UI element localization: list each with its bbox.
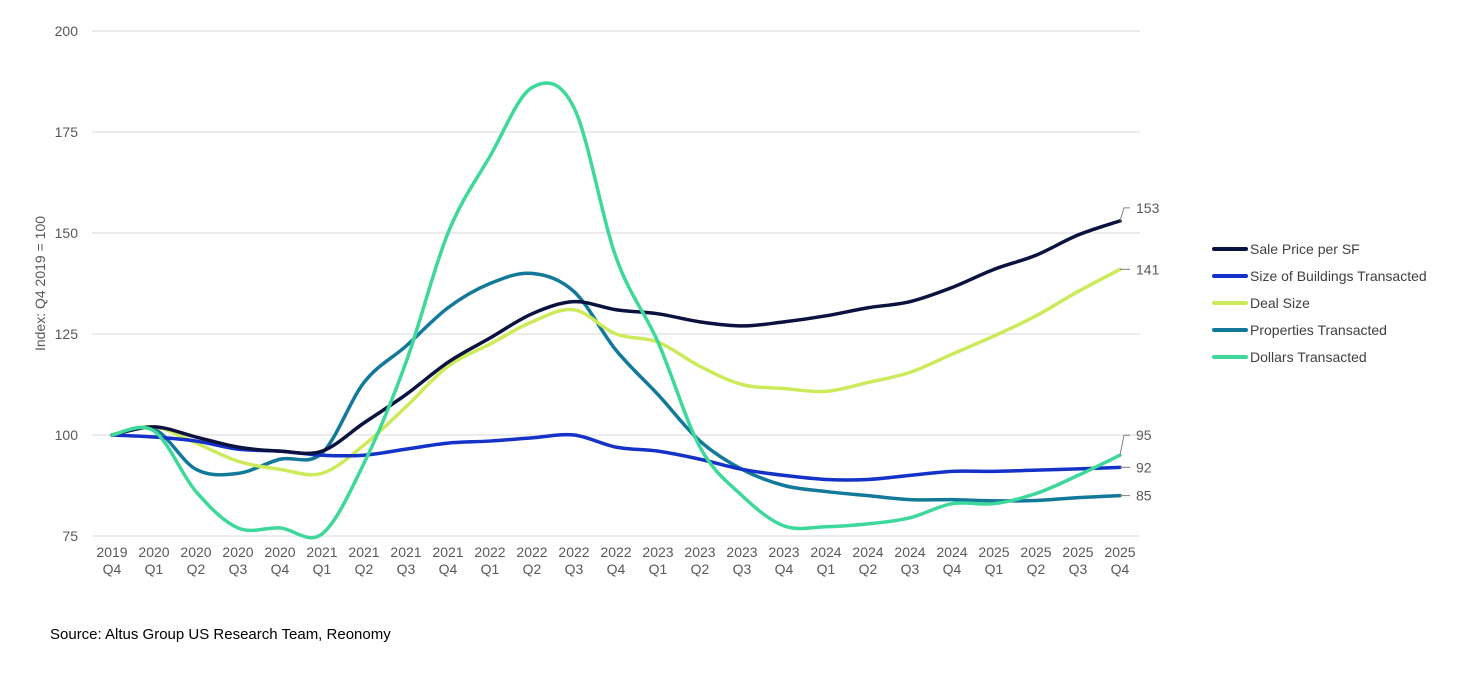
y-tick-label: 175 — [55, 124, 79, 140]
data-label: 85 — [1136, 488, 1152, 504]
x-tick-label: 2020 Q1 — [138, 544, 169, 577]
data-label-leader — [1119, 434, 1130, 456]
x-tick-label: 2024 Q1 — [810, 544, 841, 577]
legend-label: Dollars Transacted — [1250, 348, 1367, 365]
x-tick-label: 2022 Q2 — [516, 544, 547, 577]
y-tick-label: 200 — [55, 23, 79, 39]
x-tick-label: 2024 Q3 — [894, 544, 925, 577]
legend-label: Sale Price per SF — [1250, 240, 1360, 257]
x-tick-label: 2025 Q3 — [1062, 544, 1093, 577]
data-label: 95 — [1136, 427, 1152, 443]
x-tick-label: 2022 Q3 — [558, 544, 589, 577]
x-tick-label: 2023 Q1 — [642, 544, 673, 577]
x-tick-label: 2020 Q3 — [222, 544, 253, 577]
x-tick-label: 2020 Q4 — [264, 544, 295, 577]
x-tick-label: 2021 Q4 — [432, 544, 463, 577]
legend-item: Deal Size — [1212, 289, 1427, 316]
legend-item: Size of Buildings Transacted — [1212, 262, 1427, 289]
y-tick-label: 100 — [55, 427, 79, 443]
legend-label: Properties Transacted — [1250, 321, 1387, 338]
data-label: 141 — [1136, 261, 1160, 277]
x-tick-label: 2023 Q2 — [684, 544, 715, 577]
series-line-dollars-transacted — [110, 81, 1122, 540]
x-tick-label: 2025 Q2 — [1020, 544, 1051, 577]
legend-swatch — [1212, 354, 1248, 359]
x-tick-label: 2022 Q1 — [474, 544, 505, 577]
x-tick-label: 2024 Q2 — [852, 544, 883, 577]
legend-swatch — [1212, 273, 1248, 278]
y-tick-label: 125 — [55, 326, 79, 342]
x-tick-label: 2021 Q2 — [348, 544, 379, 577]
y-tick-label: 75 — [62, 528, 78, 544]
x-tick-label: 2019 Q4 — [96, 544, 127, 577]
x-tick-label: 2025 Q1 — [978, 544, 1009, 577]
y-tick-label: 150 — [55, 225, 79, 241]
legend-label: Size of Buildings Transacted — [1250, 267, 1427, 284]
legend-item: Properties Transacted — [1212, 316, 1427, 343]
x-tick-label: 2024 Q4 — [936, 544, 967, 577]
x-tick-label: 2021 Q3 — [390, 544, 421, 577]
series-line-size-of-buildings-transacted — [110, 432, 1122, 482]
legend-swatch — [1212, 327, 1248, 332]
source-note: Source: Altus Group US Research Team, Re… — [50, 626, 391, 643]
x-tick-label: 2025 Q4 — [1104, 544, 1135, 577]
legend-item: Dollars Transacted — [1212, 343, 1427, 370]
x-tick-label: 2021 Q1 — [306, 544, 337, 577]
legend-label: Deal Size — [1250, 294, 1310, 311]
legend-swatch — [1212, 300, 1248, 305]
legend-swatch — [1212, 246, 1248, 251]
legend-item: Sale Price per SF — [1212, 235, 1427, 262]
data-label: 92 — [1136, 459, 1152, 475]
y-axis-label: Index: Q4 2019 = 100 — [32, 216, 48, 351]
legend: Sale Price per SF Size of Buildings Tran… — [1212, 235, 1427, 370]
series-line-sale-price-per-sf — [110, 219, 1122, 456]
data-label-leader — [1119, 207, 1130, 222]
x-tick-label: 2023 Q3 — [726, 544, 757, 577]
series-line-deal-size — [110, 267, 1122, 477]
x-tick-label: 2022 Q4 — [600, 544, 631, 577]
x-tick-label: 2023 Q4 — [768, 544, 799, 577]
series-line-properties-transacted — [110, 271, 1122, 503]
x-tick-label: 2020 Q2 — [180, 544, 211, 577]
data-label: 153 — [1136, 200, 1160, 216]
